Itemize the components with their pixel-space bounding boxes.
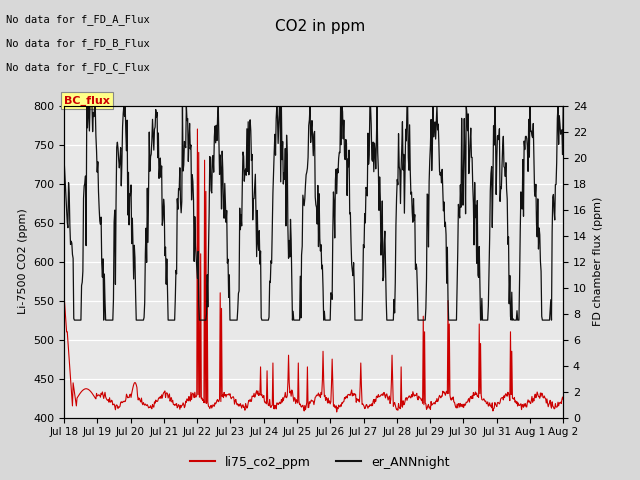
Text: BC_flux: BC_flux xyxy=(64,96,110,106)
Legend: li75_co2_ppm, er_ANNnight: li75_co2_ppm, er_ANNnight xyxy=(186,451,454,474)
Text: CO2 in ppm: CO2 in ppm xyxy=(275,19,365,34)
Text: No data for f_FD_B_Flux: No data for f_FD_B_Flux xyxy=(6,38,150,49)
Y-axis label: Li-7500 CO2 (ppm): Li-7500 CO2 (ppm) xyxy=(17,209,28,314)
Y-axis label: FD chamber flux (ppm): FD chamber flux (ppm) xyxy=(593,197,603,326)
Text: No data for f_FD_A_Flux: No data for f_FD_A_Flux xyxy=(6,14,150,25)
Text: No data for f_FD_C_Flux: No data for f_FD_C_Flux xyxy=(6,62,150,73)
